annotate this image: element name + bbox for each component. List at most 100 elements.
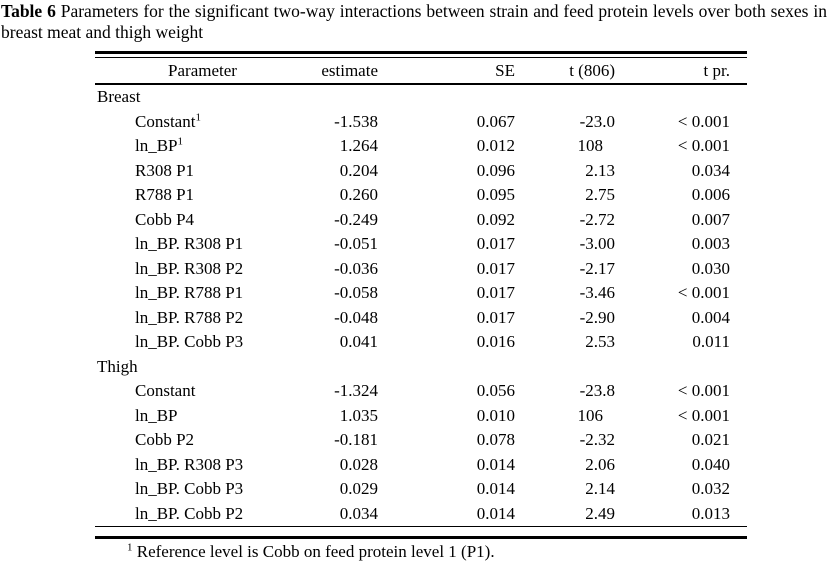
table-row: ln_BP. Cobb P3 0.029 0.014 2.14 0.032 (95, 477, 747, 502)
se-cell: 0.012 (476, 136, 515, 156)
parameter-name: Constant (135, 381, 196, 401)
table-footnote: 1 Reference level is Cobb on feed protei… (127, 542, 747, 562)
t-pr-cell: 0.006 (691, 185, 730, 205)
table-row: R308 P1 0.204 0.096 2.13 0.034 (95, 159, 747, 184)
se-cell: 0.095 (476, 185, 515, 205)
estimate-cell: 0.029 (339, 479, 378, 499)
table-caption: Table 6 Parameters for the significant t… (1, 1, 827, 43)
se-cell: 0.017 (476, 307, 515, 327)
se-cell: 0.067 (476, 111, 515, 131)
table-row: ln_BP. Cobb P3 0.041 0.016 2.53 0.011 (95, 330, 747, 355)
parameter-name: ln_BP (135, 136, 178, 156)
parameter-name: ln_BP. R308 P3 (135, 454, 244, 474)
estimate-cell: 0.028 (339, 454, 378, 474)
se-cell: 0.017 (476, 234, 515, 254)
t-pr-cell: 0.011 (692, 332, 730, 352)
t-pr-cell: < 0.001 (677, 136, 730, 156)
parameter-name: ln_BP. Cobb P3 (135, 479, 244, 499)
t-cell: -3.00 (579, 234, 615, 254)
parameter-cell: R308 P1 (95, 159, 310, 184)
section-label: Breast (97, 87, 141, 107)
estimate-cell: -1.324 (334, 381, 378, 401)
estimate-cell: 0.204 (339, 160, 378, 180)
parameter-cell: ln_BP. R308 P3 (95, 453, 310, 478)
parameter-name: ln_BP. R788 P2 (135, 307, 244, 327)
estimate-cell: -0.036 (334, 258, 378, 278)
table-row: Cobb P2 -0.181 0.078 -2.32 0.021 (95, 428, 747, 453)
se-cell: 0.014 (476, 479, 515, 499)
parameter-cell: ln_BP1 (95, 134, 310, 159)
estimate-cell: 1.035 (339, 405, 378, 425)
t-pr-cell: 0.034 (691, 160, 730, 180)
se-cell: 0.017 (476, 283, 515, 303)
t-pr-cell: 0.021 (691, 430, 730, 450)
bottom-rule-outer (95, 536, 747, 539)
parameter-name: ln_BP. Cobb P2 (135, 503, 244, 523)
se-cell: 0.014 (476, 503, 515, 523)
col-header-t: t (806) (515, 58, 615, 85)
se-cell: 0.056 (476, 381, 515, 401)
table-row: Constant1 -1.538 0.067 -23.0 < 0.001 (95, 110, 747, 135)
top-rule-inner (95, 57, 747, 58)
t-pr-cell: 0.032 (691, 479, 730, 499)
footnote-text: Reference level is Cobb on feed protein … (136, 542, 495, 561)
table-row: ln_BP 1.035 0.010 106 < 0.001 (95, 404, 747, 429)
bottom-rule-inner (95, 526, 747, 527)
t-pr-cell: 0.030 (691, 258, 730, 278)
estimate-cell: -0.048 (334, 307, 378, 327)
se-cell: 0.078 (476, 430, 515, 450)
parameter-cell: Constant (95, 379, 310, 404)
t-cell: -2.72 (579, 209, 615, 229)
section-row: Breast (95, 84, 747, 110)
estimate-cell: 0.260 (339, 185, 378, 205)
t-cell: 2.49 (585, 503, 615, 523)
t-cell: -23.0 (579, 111, 615, 131)
table-number: Table 6 (1, 1, 56, 21)
t-pr-cell: 0.013 (691, 503, 730, 523)
section-row: Thigh (95, 355, 747, 380)
parameter-cell: Constant1 (95, 110, 310, 135)
t-cell: 2.13 (585, 160, 615, 180)
estimate-cell: -0.051 (334, 234, 378, 254)
t-cell: 108 (577, 136, 604, 156)
t-cell: 2.75 (585, 185, 615, 205)
t-pr-cell: < 0.001 (677, 381, 730, 401)
se-cell: 0.014 (476, 454, 515, 474)
parameters-table: Parameter estimate SE t (806) t pr. Brea… (95, 58, 747, 526)
parameter-name: ln_BP (135, 405, 178, 425)
parameter-name: Cobb P4 (135, 209, 195, 229)
t-cell: 106 (577, 405, 604, 425)
table-row: Cobb P4 -0.249 0.092 -2.72 0.007 (95, 208, 747, 233)
t-pr-cell: 0.003 (691, 234, 730, 254)
parameter-cell: ln_BP. R788 P1 (95, 281, 310, 306)
t-pr-cell: 0.040 (691, 454, 730, 474)
t-cell: 2.53 (585, 332, 615, 352)
se-cell: 0.010 (476, 405, 515, 425)
parameter-name: Constant (135, 111, 196, 131)
se-cell: 0.096 (476, 160, 515, 180)
parameter-cell: ln_BP. Cobb P3 (95, 330, 310, 355)
estimate-cell: -0.058 (334, 283, 378, 303)
se-cell: 0.016 (476, 332, 515, 352)
parameter-cell: ln_BP. R788 P2 (95, 306, 310, 331)
t-cell: 2.06 (585, 454, 615, 474)
t-cell: 2.14 (585, 479, 615, 499)
estimate-cell: -0.181 (334, 430, 378, 450)
top-rule-outer (95, 51, 747, 54)
parameter-cell: Cobb P4 (95, 208, 310, 233)
col-header-parameter: Parameter (95, 58, 310, 85)
col-header-t-pr: t pr. (615, 58, 747, 85)
t-pr-cell: < 0.001 (677, 405, 730, 425)
table-body: Breast Constant1 -1.538 0.067 -23.0 < 0.001 ln… (95, 84, 747, 526)
parameter-cell: Cobb P2 (95, 428, 310, 453)
table-row: ln_BP. R788 P2 -0.048 0.017 -2.90 0.004 (95, 306, 747, 331)
header-row: Parameter estimate SE t (806) t pr. (95, 58, 747, 85)
parameter-name: R788 P1 (135, 185, 195, 205)
table-container: Parameter estimate SE t (806) t pr. Brea… (95, 51, 747, 562)
parameter-name: R308 P1 (135, 160, 195, 180)
parameter-cell: R788 P1 (95, 183, 310, 208)
section-label: Thigh (97, 356, 138, 376)
table-row: R788 P1 0.260 0.095 2.75 0.006 (95, 183, 747, 208)
estimate-cell: 0.034 (339, 503, 378, 523)
